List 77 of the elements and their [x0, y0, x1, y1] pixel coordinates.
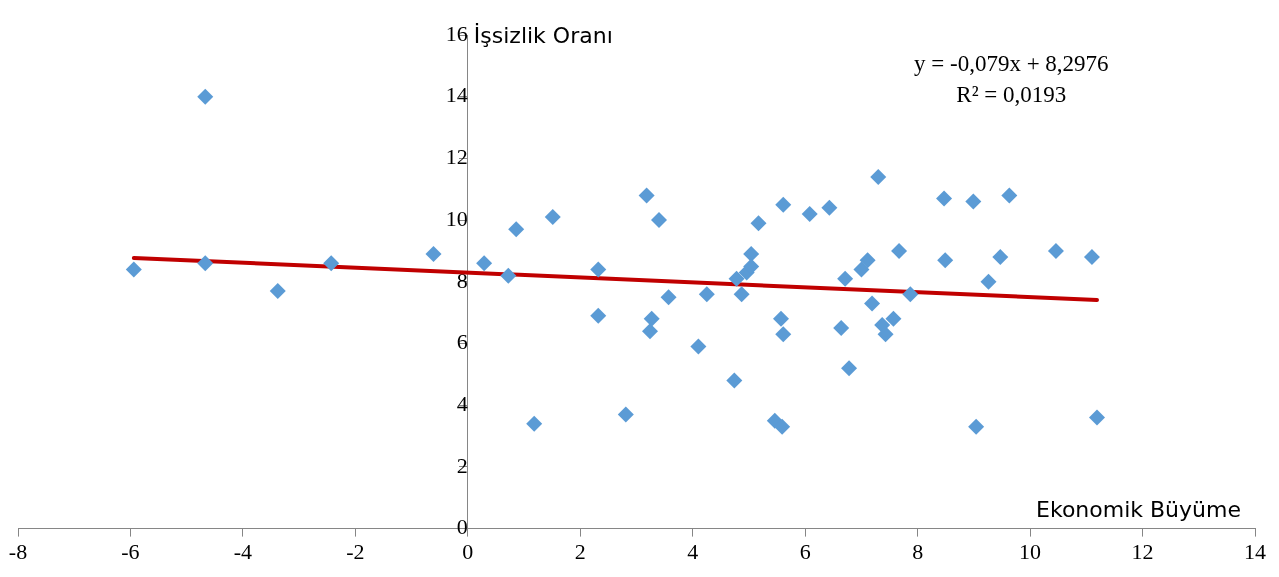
point [864, 295, 881, 312]
x-tick-label: 4 [687, 538, 699, 564]
point [1001, 187, 1018, 204]
point [590, 261, 607, 278]
point [774, 418, 791, 435]
point [508, 221, 525, 238]
point [821, 199, 838, 216]
point [980, 273, 997, 290]
y-tick-label: 10 [445, 205, 468, 231]
x-axis-title: Ekonomik Büyüme [1036, 497, 1241, 523]
point [544, 209, 561, 226]
point [650, 212, 667, 229]
x-tick-label: 2 [574, 538, 586, 564]
point [1089, 409, 1105, 426]
point [733, 286, 750, 303]
point [1083, 249, 1100, 266]
y-tick-label: 12 [445, 144, 468, 170]
point [500, 267, 517, 284]
point [859, 252, 876, 269]
y-tick-label: 8 [456, 267, 468, 293]
point [968, 418, 985, 435]
y-tick-label: 4 [456, 390, 468, 416]
point [877, 326, 894, 343]
point [590, 307, 607, 324]
point [690, 338, 707, 355]
point [526, 415, 543, 432]
annotation: y = -0,079x + 8,2976 [914, 51, 1109, 77]
y-tick-label: 16 [445, 20, 468, 46]
x-tick-label: 8 [912, 538, 924, 564]
point [743, 246, 760, 263]
point [726, 372, 743, 389]
point [323, 255, 340, 272]
point [642, 323, 658, 340]
point [937, 252, 954, 269]
point [902, 286, 919, 303]
point [728, 270, 745, 287]
y-tick-label: 0 [456, 514, 468, 540]
point [885, 310, 902, 327]
point [775, 196, 792, 213]
x-tick-label: -2 [346, 538, 365, 564]
point [853, 261, 870, 278]
point [643, 310, 660, 327]
point [837, 270, 854, 287]
x-tick-label: 14 [1244, 538, 1266, 564]
point [617, 406, 634, 423]
y-tick-label: 2 [456, 452, 468, 478]
x-tick-label: 6 [799, 538, 811, 564]
point [775, 326, 792, 343]
x-tick-label: -6 [121, 538, 140, 564]
x-tick-label: -4 [233, 538, 253, 564]
point [698, 286, 715, 303]
x-tick-label: 10 [1019, 538, 1042, 564]
point [476, 255, 493, 272]
point [891, 242, 908, 259]
point [965, 193, 982, 210]
x-tick-label: 12 [1131, 538, 1154, 564]
point [992, 249, 1009, 266]
point [801, 205, 818, 222]
annotation: R² = 0,0193 [956, 82, 1067, 108]
point [125, 261, 142, 278]
x-tick-label: -8 [8, 538, 28, 564]
point [750, 215, 767, 232]
point [833, 320, 850, 337]
point [660, 289, 677, 306]
point [841, 360, 858, 377]
point [269, 283, 286, 300]
point [870, 168, 887, 185]
point [1047, 242, 1064, 259]
point [638, 187, 655, 204]
y-tick-label: 6 [456, 329, 468, 355]
point [936, 190, 953, 207]
y-tick-label: 14 [445, 82, 468, 108]
point [425, 246, 442, 263]
point [197, 88, 214, 105]
point [197, 255, 214, 272]
point [773, 310, 789, 327]
y-axis-title: İşsizlik Oranı [473, 22, 613, 48]
